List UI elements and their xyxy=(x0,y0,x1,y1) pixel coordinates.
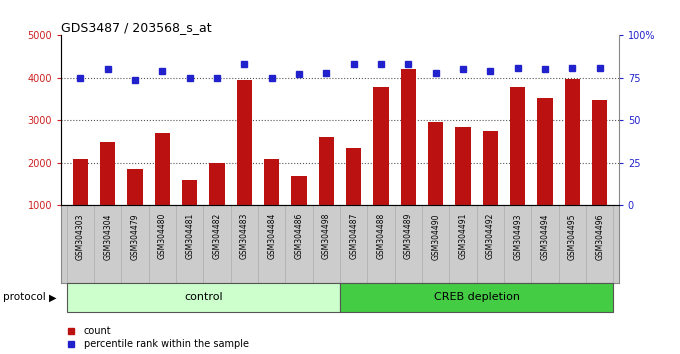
Text: GSM304481: GSM304481 xyxy=(185,213,194,259)
Bar xyxy=(401,69,416,205)
Bar xyxy=(182,180,197,205)
Bar xyxy=(292,176,307,205)
Text: GSM304488: GSM304488 xyxy=(377,213,386,259)
Bar xyxy=(565,79,580,205)
Legend: count, percentile rank within the sample: count, percentile rank within the sample xyxy=(66,326,249,349)
Bar xyxy=(155,133,170,205)
Text: GSM304483: GSM304483 xyxy=(240,213,249,259)
Bar xyxy=(127,169,143,205)
Text: GDS3487 / 203568_s_at: GDS3487 / 203568_s_at xyxy=(61,21,212,34)
Bar xyxy=(456,127,471,205)
Text: GSM304303: GSM304303 xyxy=(76,213,85,259)
Text: GSM304498: GSM304498 xyxy=(322,213,331,259)
Bar xyxy=(483,131,498,205)
Bar xyxy=(592,100,607,205)
Text: control: control xyxy=(184,292,222,302)
Bar xyxy=(340,283,613,312)
Bar xyxy=(346,148,361,205)
Text: GSM304484: GSM304484 xyxy=(267,213,276,259)
Text: GSM304486: GSM304486 xyxy=(294,213,303,259)
Text: GSM304495: GSM304495 xyxy=(568,213,577,259)
Text: GSM304493: GSM304493 xyxy=(513,213,522,259)
Text: GSM304492: GSM304492 xyxy=(486,213,495,259)
Text: GSM304496: GSM304496 xyxy=(595,213,604,259)
Bar xyxy=(73,159,88,205)
Text: CREB depletion: CREB depletion xyxy=(434,292,520,302)
Text: GSM304482: GSM304482 xyxy=(212,213,222,259)
Bar xyxy=(264,159,279,205)
Text: GSM304480: GSM304480 xyxy=(158,213,167,259)
Bar xyxy=(209,163,224,205)
Text: ▶: ▶ xyxy=(49,292,56,302)
Text: GSM304479: GSM304479 xyxy=(131,213,139,259)
Bar xyxy=(100,142,115,205)
Bar xyxy=(373,87,388,205)
Bar xyxy=(67,283,340,312)
Text: protocol: protocol xyxy=(3,292,46,302)
Text: GSM304490: GSM304490 xyxy=(431,213,440,259)
Bar xyxy=(537,98,553,205)
Text: GSM304487: GSM304487 xyxy=(349,213,358,259)
Bar xyxy=(319,137,334,205)
Text: GSM304304: GSM304304 xyxy=(103,213,112,259)
Text: GSM304494: GSM304494 xyxy=(541,213,549,259)
Bar xyxy=(510,87,525,205)
Text: GSM304491: GSM304491 xyxy=(458,213,468,259)
Bar xyxy=(428,122,443,205)
Text: GSM304489: GSM304489 xyxy=(404,213,413,259)
Bar xyxy=(237,80,252,205)
